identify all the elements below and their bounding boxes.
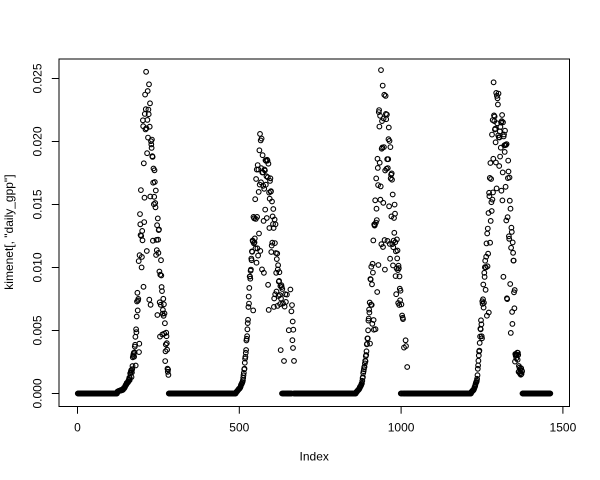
svg-text:0.010: 0.010 [31,252,45,282]
svg-text:0.025: 0.025 [31,63,45,93]
svg-text:Index: Index [300,449,329,463]
svg-text:0.000: 0.000 [31,378,45,408]
svg-text:0: 0 [74,421,81,435]
svg-text:1500: 1500 [550,421,577,435]
svg-text:500: 500 [229,421,249,435]
svg-text:kimenet[, "daily_gpp"]: kimenet[, "daily_gpp"] [2,174,16,289]
svg-text:1000: 1000 [388,421,415,435]
svg-text:0.005: 0.005 [31,315,45,345]
svg-text:0.020: 0.020 [31,126,45,156]
svg-text:0.015: 0.015 [31,189,45,219]
